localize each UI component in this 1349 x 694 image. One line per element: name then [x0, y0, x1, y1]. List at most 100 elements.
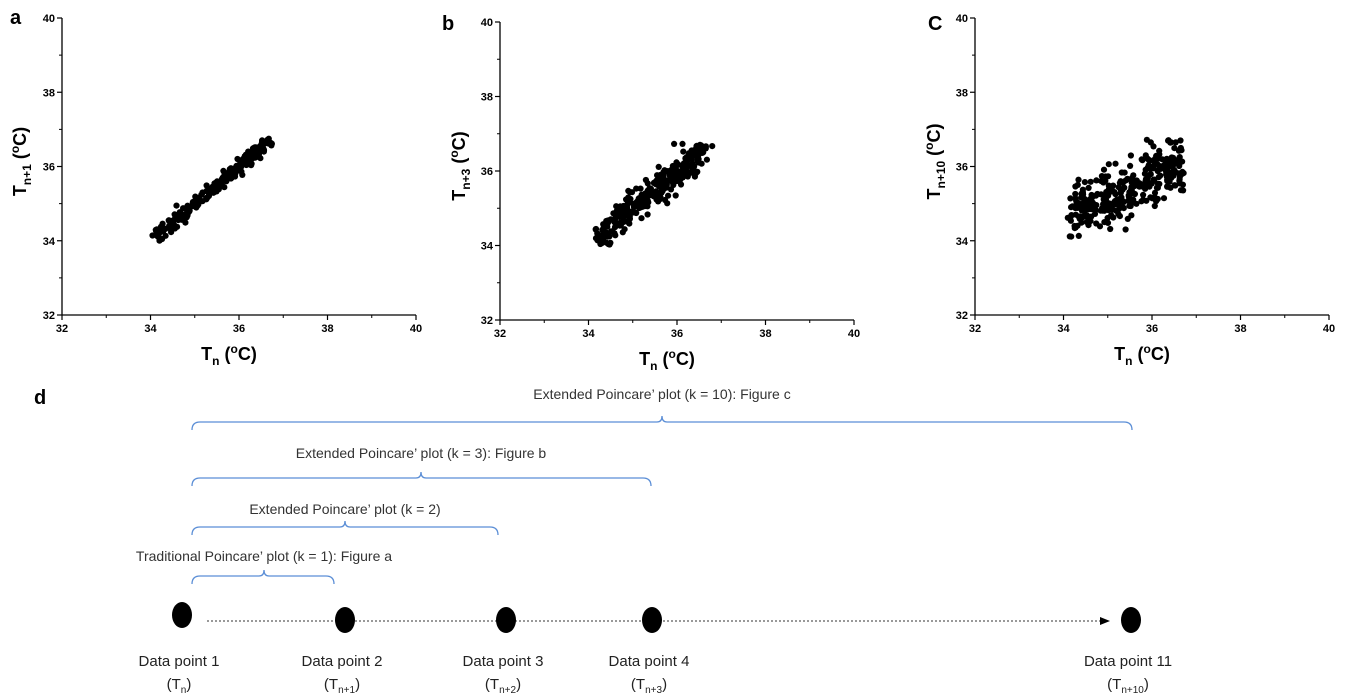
y-tick-label: 34 — [481, 241, 494, 253]
y-tick-label: 40 — [43, 13, 55, 25]
scatter-point — [1175, 147, 1182, 154]
scatter-point — [1116, 205, 1123, 212]
scatter-point — [1086, 197, 1093, 204]
scatter-point — [226, 175, 233, 182]
scatter-point — [173, 202, 180, 209]
x-tick-label: 36 — [1146, 323, 1158, 335]
scatter-point — [1177, 137, 1184, 144]
x-tick-label: 32 — [494, 328, 506, 340]
scatter-point — [1081, 179, 1088, 186]
data-point-label: Data point 2 — [302, 653, 383, 670]
scatter-point — [1147, 139, 1154, 146]
scatter-point — [1112, 160, 1119, 167]
scatter-point — [1122, 177, 1129, 184]
scatter-point — [625, 194, 632, 201]
scatter-point — [684, 153, 692, 160]
scatter-point — [1074, 222, 1081, 229]
scatter-point — [1126, 202, 1133, 209]
scatter-point — [1172, 182, 1179, 189]
brace-3: Extended Poincare’ plot (k = 2) — [191, 501, 499, 536]
scatter-point — [612, 216, 619, 223]
scatter-point — [257, 146, 264, 153]
brace-2: Extended Poincare’ plot (k = 3): Figure … — [191, 445, 652, 487]
scatter-point — [671, 174, 679, 181]
scatter-point — [1066, 233, 1073, 240]
scatter-point — [677, 181, 685, 188]
scatter-point — [186, 207, 193, 214]
scatter-point — [1148, 180, 1155, 187]
y-tick-label: 40 — [481, 17, 493, 29]
y-tick-label: 38 — [481, 92, 493, 104]
scatter-point — [243, 161, 250, 169]
scatter-point — [679, 140, 686, 147]
scatter-point — [616, 209, 623, 216]
scatter-point — [1165, 137, 1172, 144]
scatter-point — [1160, 195, 1168, 202]
data-point-marker — [1121, 607, 1141, 633]
scatter-point — [626, 213, 633, 220]
scatter-point — [1125, 197, 1132, 204]
brace-shape — [191, 415, 1133, 431]
x-axis-label: Tn (oC) — [201, 342, 257, 368]
scatter-point — [633, 185, 640, 192]
x-axis-label: Tn (oC) — [1114, 342, 1170, 368]
scatter-point — [642, 190, 649, 197]
scatter-point — [1108, 212, 1115, 219]
x-tick-label: 32 — [56, 323, 68, 335]
scatter-point — [1081, 199, 1088, 207]
scatter-point — [672, 192, 679, 199]
scatter-point — [1157, 165, 1165, 172]
scatter-point — [1111, 189, 1118, 196]
y-tick-label: 32 — [43, 310, 55, 322]
scatter-point — [1083, 218, 1090, 226]
scatter-point — [694, 157, 701, 164]
scatter-point — [1177, 171, 1184, 178]
scatter-point — [1093, 177, 1100, 184]
x-tick-label: 32 — [969, 323, 981, 335]
scatter-point — [232, 166, 240, 173]
scatter-point — [159, 235, 166, 243]
x-tick-label: 36 — [671, 328, 683, 340]
panel-letter: b — [442, 13, 454, 35]
panel-letter: a — [10, 7, 22, 29]
brace-label: Extended Poincare’ plot (k = 2) — [249, 501, 440, 517]
scatter-point — [600, 221, 607, 228]
x-tick-label: 38 — [1234, 323, 1246, 335]
scatter-point — [1136, 183, 1143, 190]
scatter-point — [654, 172, 661, 179]
data-point-symbol: (Tn+1) — [324, 676, 360, 694]
data-point-marker — [335, 607, 355, 633]
scatter-point — [1138, 156, 1145, 163]
y-tick-label: 36 — [43, 162, 55, 174]
scatter-point — [194, 202, 201, 209]
scatter-point — [1167, 169, 1174, 177]
scatter-point — [212, 182, 220, 189]
scatter-point — [691, 173, 699, 180]
scatter-point — [643, 196, 650, 203]
scatter-point — [1172, 139, 1179, 146]
y-tick-label: 36 — [956, 162, 968, 174]
scatter-point — [671, 140, 678, 147]
scatter-point — [250, 148, 257, 155]
scatter-point — [1145, 156, 1152, 164]
scatter-point — [657, 189, 664, 196]
scatter-point — [628, 208, 635, 215]
y-tick-label: 34 — [956, 236, 969, 248]
scatter-point — [1117, 195, 1124, 202]
scatter-point — [183, 214, 190, 221]
scatter-point — [652, 181, 660, 188]
scatter-point — [594, 230, 601, 237]
scatter-point — [1100, 166, 1108, 173]
y-tick-label: 32 — [956, 310, 968, 322]
scatter-point — [667, 186, 675, 193]
data-point-marker — [172, 602, 192, 628]
scatter-point — [1102, 196, 1109, 204]
data-point-5: Data point 11 (Tn+10) — [1084, 607, 1172, 694]
scatter-point — [1104, 219, 1112, 226]
y-tick-label: 36 — [481, 166, 493, 178]
scatter-point — [660, 170, 668, 177]
scatter-point — [1067, 217, 1074, 224]
panel-letter: d — [34, 387, 46, 409]
scatter-point — [1105, 161, 1112, 168]
scatter-point — [1075, 232, 1082, 239]
